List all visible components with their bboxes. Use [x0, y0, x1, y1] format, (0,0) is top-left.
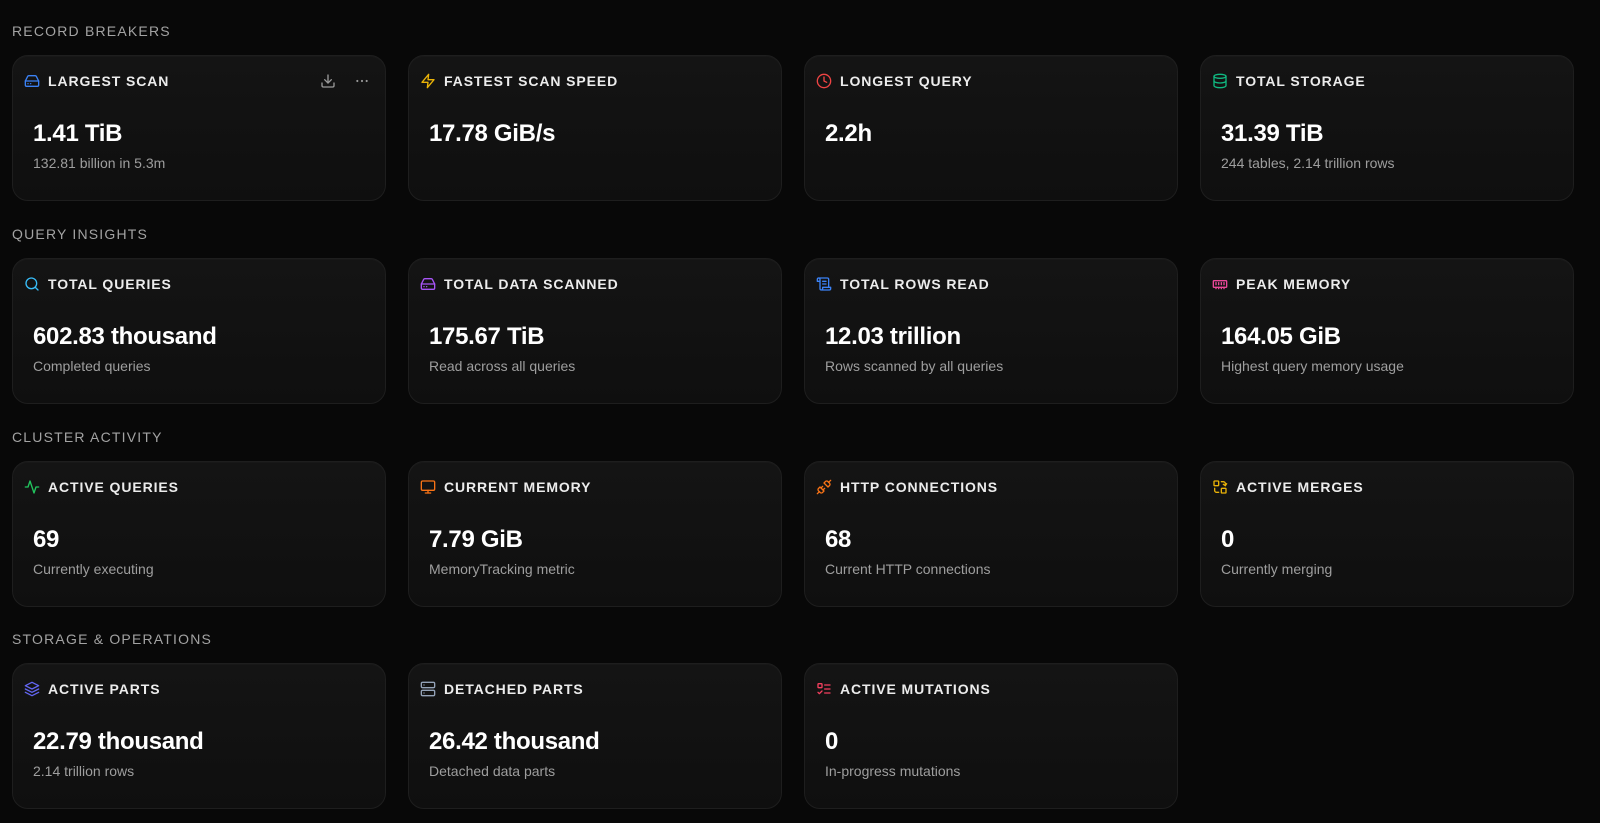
search-icon [24, 276, 40, 292]
card-value: 17.78 GiB/s [429, 120, 556, 147]
card-active-queries[interactable]: ACTIVE QUERIES 69 Currently executing [12, 461, 386, 607]
card-current-memory[interactable]: CURRENT MEMORY 7.79 GiB MemoryTracking m… [408, 461, 782, 607]
card-subtitle: Completed queries [33, 358, 151, 374]
clock-icon [816, 73, 832, 89]
card-subtitle: Currently merging [1221, 561, 1333, 577]
section-title-cluster-activity: CLUSTER ACTIVITY [12, 429, 163, 445]
card-subtitle: Current HTTP connections [825, 561, 991, 577]
hard-drive-icon [24, 73, 40, 89]
card-active-parts[interactable]: ACTIVE PARTS 22.79 thousand 2.14 trillio… [12, 663, 386, 809]
card-value: 12.03 trillion [825, 323, 961, 350]
card-value: 26.42 thousand [429, 728, 600, 755]
plug-icon [816, 479, 832, 495]
card-label: HTTP CONNECTIONS [840, 479, 999, 495]
activity-icon [24, 479, 40, 495]
card-detached-parts[interactable]: DETACHED PARTS 26.42 thousand Detached d… [408, 663, 782, 809]
section-title-record-breakers: RECORD BREAKERS [12, 23, 171, 39]
memory-stick-icon [1212, 276, 1228, 292]
card-value: 164.05 GiB [1221, 323, 1341, 350]
card-label: TOTAL QUERIES [48, 276, 172, 292]
card-value: 1.41 TiB [33, 120, 123, 147]
card-label: ACTIVE QUERIES [48, 479, 179, 495]
card-value: 22.79 thousand [33, 728, 204, 755]
card-label: ACTIVE MUTATIONS [840, 681, 991, 697]
more-horizontal-icon[interactable] [353, 72, 371, 90]
card-label: ACTIVE MERGES [1236, 479, 1364, 495]
card-peak-memory[interactable]: PEAK MEMORY 164.05 GiB Highest query mem… [1200, 258, 1574, 404]
card-subtitle: Rows scanned by all queries [825, 358, 1004, 374]
card-total-data-scanned[interactable]: TOTAL DATA SCANNED 175.67 TiB Read acros… [408, 258, 782, 404]
card-subtitle: Currently executing [33, 561, 154, 577]
database-icon [1212, 73, 1228, 89]
card-actions [319, 72, 371, 90]
card-largest-scan[interactable]: LARGEST SCAN 1.41 TiB 132.81 billion in … [12, 55, 386, 201]
card-label: ACTIVE PARTS [48, 681, 161, 697]
card-subtitle: 132.81 billion in 5.3m [33, 155, 166, 171]
card-subtitle: 2.14 trillion rows [33, 763, 135, 779]
card-value: 68 [825, 526, 852, 553]
card-value: 602.83 thousand [33, 323, 217, 350]
monitor-icon [420, 479, 436, 495]
card-subtitle: Highest query memory usage [1221, 358, 1404, 374]
download-icon[interactable] [319, 72, 337, 90]
scroll-icon [816, 276, 832, 292]
card-label: TOTAL STORAGE [1236, 73, 1366, 89]
card-http-connections[interactable]: HTTP CONNECTIONS 68 Current HTTP connect… [804, 461, 1178, 607]
server-icon [420, 681, 436, 697]
zap-icon [420, 73, 436, 89]
card-label: LONGEST QUERY [840, 73, 973, 89]
card-total-storage[interactable]: TOTAL STORAGE 31.39 TiB 244 tables, 2.14… [1200, 55, 1574, 201]
card-subtitle: 244 tables, 2.14 trillion rows [1221, 155, 1395, 171]
card-value: 2.2h [825, 120, 872, 147]
card-label: CURRENT MEMORY [444, 479, 592, 495]
card-active-merges[interactable]: ACTIVE MERGES 0 Currently merging [1200, 461, 1574, 607]
merge-icon [1212, 479, 1228, 495]
list-checks-icon [816, 681, 832, 697]
layers-icon [24, 681, 40, 697]
card-active-mutations[interactable]: ACTIVE MUTATIONS 0 In-progress mutations [804, 663, 1178, 809]
section-title-storage-operations: STORAGE & OPERATIONS [12, 631, 213, 647]
card-fastest-scan-speed[interactable]: FASTEST SCAN SPEED 17.78 GiB/s [408, 55, 782, 201]
card-value: 0 [825, 728, 839, 755]
card-longest-query[interactable]: LONGEST QUERY 2.2h [804, 55, 1178, 201]
card-label: LARGEST SCAN [48, 73, 170, 89]
section-title-query-insights: QUERY INSIGHTS [12, 226, 149, 242]
card-label: FASTEST SCAN SPEED [444, 73, 619, 89]
card-value: 69 [33, 526, 60, 553]
card-value: 7.79 GiB [429, 526, 523, 553]
card-label: TOTAL ROWS READ [840, 276, 990, 292]
card-value: 0 [1221, 526, 1235, 553]
card-total-rows-read[interactable]: TOTAL ROWS READ 12.03 trillion Rows scan… [804, 258, 1178, 404]
card-value: 31.39 TiB [1221, 120, 1324, 147]
card-label: TOTAL DATA SCANNED [444, 276, 619, 292]
hard-drive-icon [420, 276, 436, 292]
card-subtitle: MemoryTracking metric [429, 561, 575, 577]
card-subtitle: In-progress mutations [825, 763, 961, 779]
card-label: DETACHED PARTS [444, 681, 584, 697]
card-total-queries[interactable]: TOTAL QUERIES 602.83 thousand Completed … [12, 258, 386, 404]
card-subtitle: Read across all queries [429, 358, 576, 374]
card-value: 175.67 TiB [429, 323, 545, 350]
card-subtitle: Detached data parts [429, 763, 556, 779]
card-label: PEAK MEMORY [1236, 276, 1352, 292]
